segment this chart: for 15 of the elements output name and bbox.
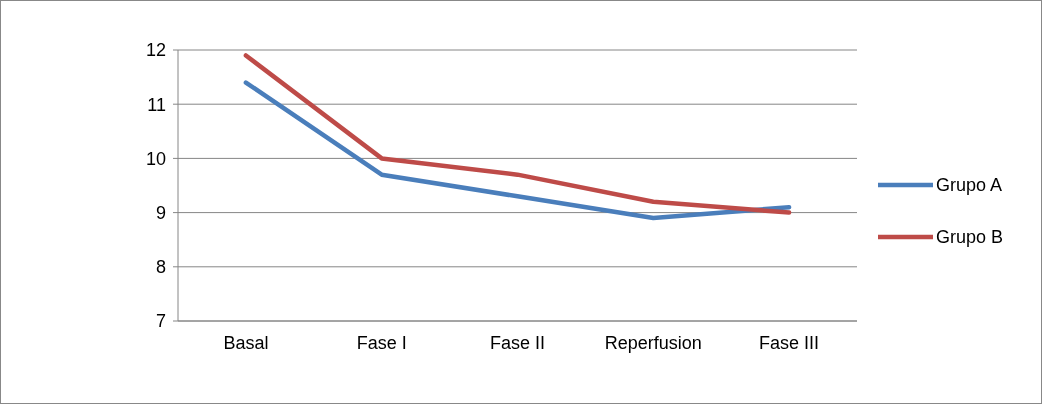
legend-label: Grupo A (936, 175, 1003, 196)
y-tick-label: 9 (155, 202, 166, 223)
y-tick-label: 11 (147, 94, 166, 115)
y-tick-label: 10 (145, 148, 166, 169)
line-series (243, 53, 792, 215)
x-tick-label: Fase I (356, 333, 407, 353)
legend-label: Grupo B (936, 227, 1004, 248)
y-tick-label: 12 (145, 40, 166, 61)
x-tick-label: Reperfusion (604, 333, 702, 353)
x-tick-label: Basal (223, 333, 269, 353)
x-tick-label: Fase II (489, 333, 546, 353)
x-tick-label: Fase III (759, 333, 820, 353)
y-tick-label: 8 (155, 257, 166, 278)
line-series (243, 80, 792, 221)
y-tick-label: 7 (155, 311, 166, 332)
